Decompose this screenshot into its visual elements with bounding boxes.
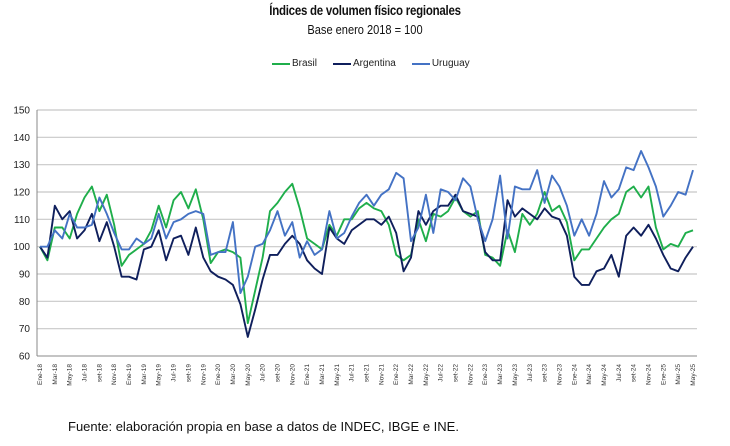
- x-tick-label: Nov-23: [556, 364, 563, 385]
- x-tick-label: Ene-22: [393, 364, 400, 385]
- legend-label-brasil: Brasil: [292, 58, 318, 69]
- x-tick-label: Nov-21: [378, 364, 385, 385]
- x-tick-label: Ene-21: [304, 364, 311, 385]
- x-tick-label: Mar-19: [141, 364, 148, 385]
- x-tick-label: May-20: [245, 364, 252, 386]
- x-tick-label: Nov-18: [111, 364, 118, 385]
- x-tick-label: set-18: [96, 364, 103, 382]
- x-tick-label: Ene-20: [215, 364, 222, 385]
- x-tick-label: Ene-19: [126, 364, 133, 385]
- y-tick-label: 60: [19, 352, 31, 363]
- x-tick-label: Mar-24: [586, 364, 593, 385]
- y-tick-label: 150: [13, 106, 30, 117]
- y-tick-label: 140: [13, 133, 30, 144]
- y-tick-label: 130: [13, 160, 30, 171]
- x-tick-label: Jul-21: [349, 364, 356, 382]
- x-tick-label: Ene-24: [571, 364, 578, 385]
- y-tick-label: 120: [13, 188, 30, 199]
- x-tick-label: May-24: [601, 364, 608, 386]
- x-tick-label: Jul-23: [527, 364, 534, 382]
- x-tick-label: Jul-24: [616, 364, 623, 382]
- legend-swatch-uruguay: [411, 62, 430, 65]
- x-tick-label: Mar-22: [408, 364, 415, 385]
- legend-label-uruguay: Uruguay: [431, 58, 470, 69]
- x-tick-label: set-19: [185, 364, 192, 382]
- legend-label-argentina: Argentina: [353, 58, 396, 69]
- x-tick-label: set-20: [274, 364, 281, 382]
- chart-subtitle: Base enero 2018 = 100: [307, 22, 423, 37]
- legend: Brasil Argentina Uruguay: [272, 58, 470, 69]
- x-tick-label: May-18: [67, 364, 74, 386]
- series-line-uruguay: [40, 150, 694, 295]
- x-tick-label: Mar-21: [319, 364, 326, 385]
- legend-item-argentina: Argentina: [333, 58, 396, 69]
- x-tick-label: Mar-23: [497, 364, 504, 385]
- x-tick-label: Ene-18: [37, 364, 44, 385]
- x-tick-label: Nov-24: [645, 364, 652, 385]
- x-tick-label: Mar-20: [230, 364, 237, 385]
- x-tick-label: Ene-25: [660, 364, 667, 385]
- x-tick-label: Jul-22: [438, 364, 445, 382]
- x-tick-label: set-24: [631, 364, 638, 382]
- x-tick-label: Jul-18: [82, 364, 89, 382]
- x-tick-label: May-19: [156, 364, 163, 386]
- legend-swatch-brasil: [272, 62, 290, 65]
- x-tick-label: May-22: [423, 364, 430, 386]
- x-tick-label: Jul-19: [171, 364, 178, 382]
- y-tick-label: 70: [19, 324, 31, 335]
- source-note: Fuente: elaboración propia en base a dat…: [68, 419, 459, 434]
- legend-item-brasil: Brasil: [272, 58, 317, 69]
- y-tick-label: 110: [14, 215, 30, 226]
- line-chart: 60 70 80 90 100 110 120 130 140 150 Ene-18 Mar-18 Ma…: [13, 106, 697, 386]
- x-tick-label: Mar-25: [675, 364, 682, 385]
- x-tick-label: set-22: [453, 364, 460, 382]
- y-tick-label: 100: [13, 242, 30, 253]
- chart-title: Índices de volumen físico regionales: [269, 2, 461, 18]
- x-tick-label: Mar-18: [52, 364, 59, 385]
- x-tick-label: Ene-23: [482, 364, 489, 385]
- legend-item-uruguay: Uruguay: [411, 58, 470, 69]
- x-tick-label: Nov-22: [467, 364, 474, 385]
- y-tick-label: 80: [19, 297, 31, 308]
- x-tick-label: Nov-19: [200, 364, 207, 385]
- x-tick-label: set-21: [364, 364, 371, 382]
- legend-swatch-argentina: [333, 62, 352, 65]
- x-tick-label: set-23: [542, 364, 549, 382]
- x-tick-label: Nov-20: [289, 364, 296, 385]
- x-tick-label: Jul-20: [260, 364, 267, 382]
- x-tick-label: May-21: [334, 364, 341, 386]
- series-line-argentina: [39, 193, 694, 338]
- x-tick-label: May-25: [690, 364, 697, 386]
- x-tick-label: May-23: [512, 364, 519, 386]
- y-tick-label: 90: [19, 270, 31, 281]
- series-line-brasil: [39, 182, 694, 325]
